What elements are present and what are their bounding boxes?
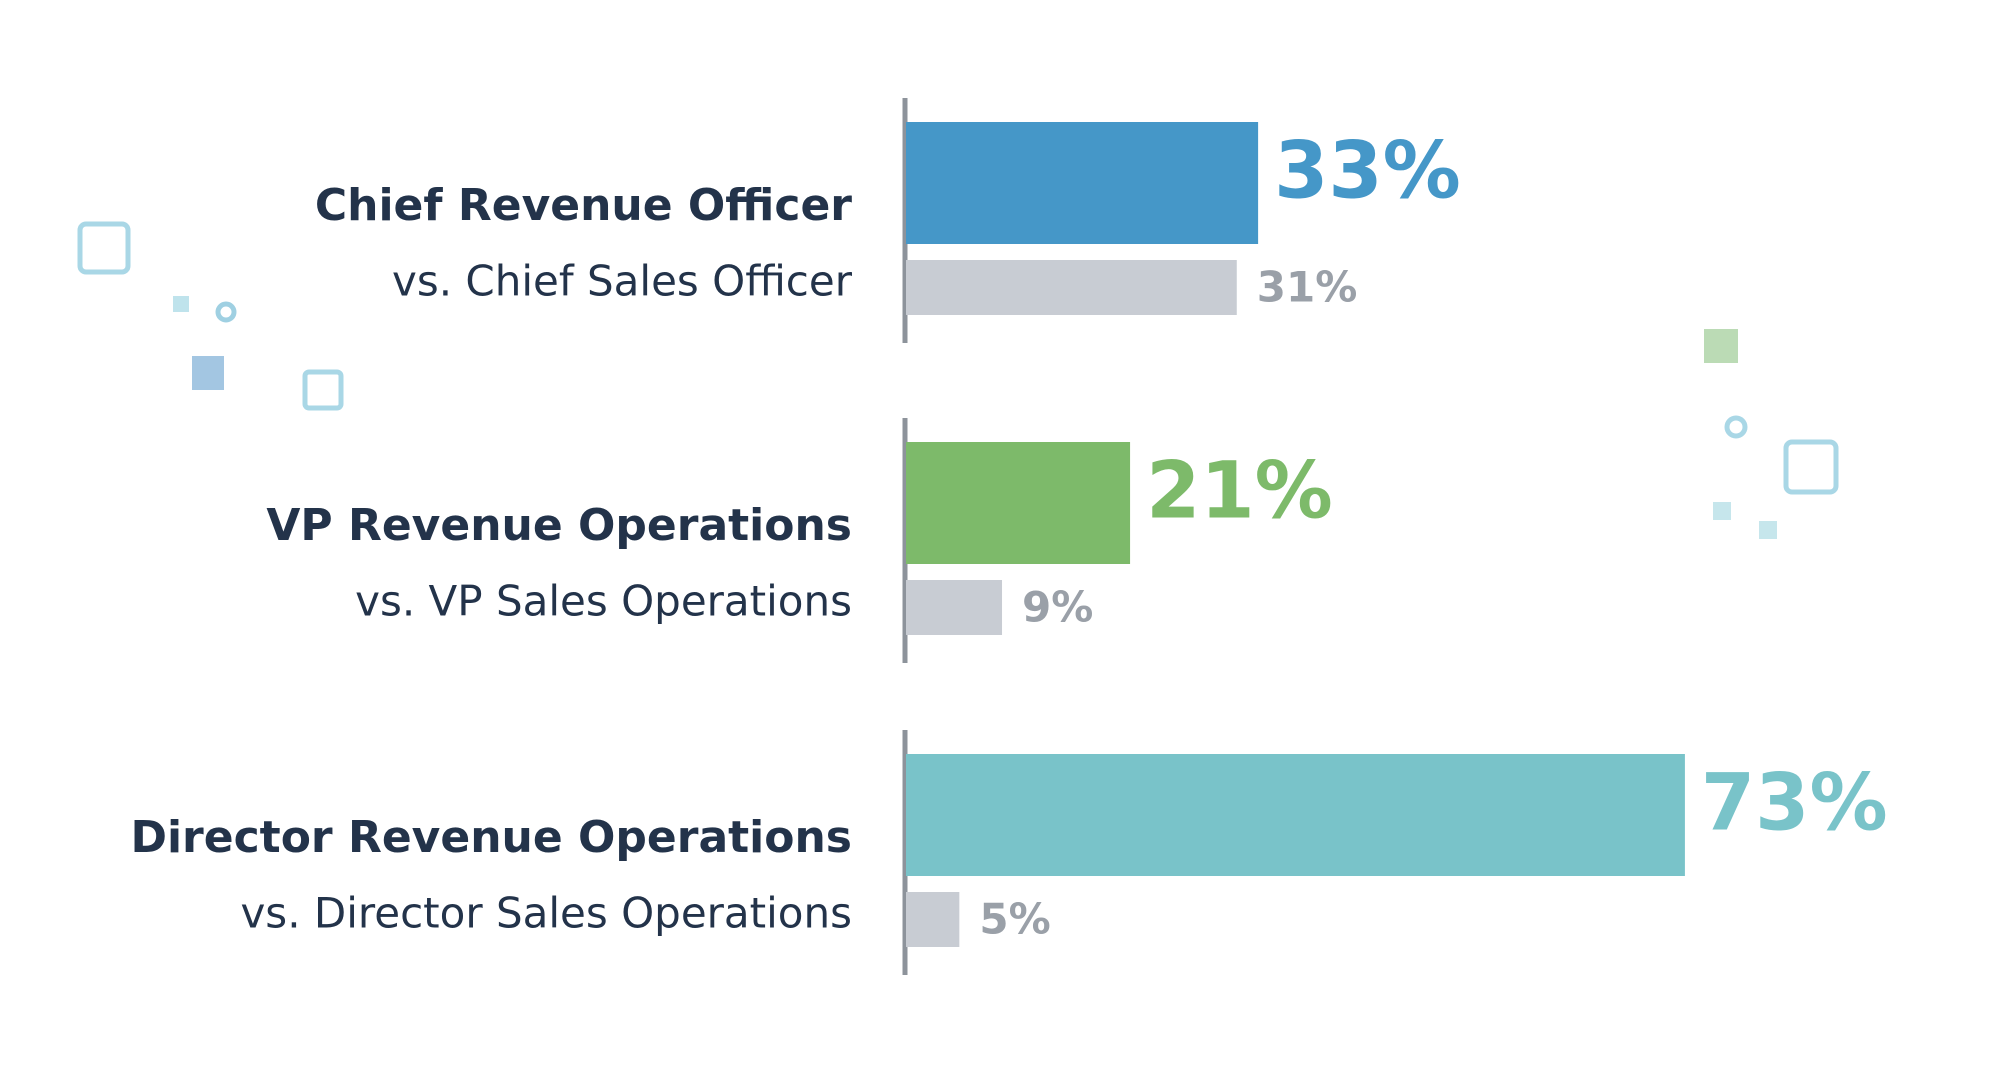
secondary-value-label: 31% (1257, 263, 1358, 312)
group-label: Chief Revenue Officer (315, 180, 852, 231)
secondary-value-label: 9% (1022, 583, 1093, 632)
group-sublabel: vs. Chief Sales Officer (392, 257, 853, 306)
secondary-bar (906, 260, 1237, 315)
primary-value-label: 33% (1274, 126, 1461, 216)
primary-value-label: 73% (1701, 758, 1888, 848)
secondary-bar (906, 580, 1003, 635)
secondary-bar (906, 892, 960, 947)
group-label: Director Revenue Operations (130, 812, 852, 863)
primary-bar (906, 122, 1259, 244)
primary-value-label: 21% (1146, 446, 1333, 536)
decoration (77, 221, 1839, 539)
group-sublabel: vs. VP Sales Operations (355, 577, 852, 626)
group-label: VP Revenue Operations (266, 500, 852, 551)
primary-bar (906, 442, 1131, 564)
primary-bar (906, 754, 1685, 876)
group-sublabel: vs. Director Sales Operations (240, 889, 852, 938)
secondary-value-label: 5% (979, 895, 1050, 944)
